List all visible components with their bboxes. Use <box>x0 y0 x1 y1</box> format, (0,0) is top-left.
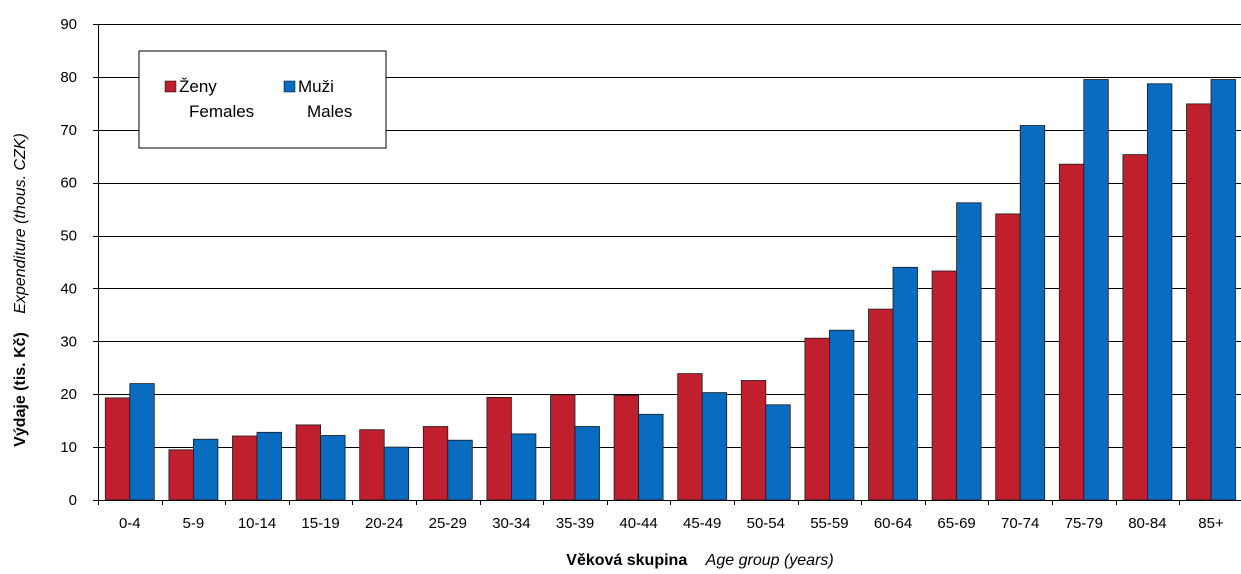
bar-females-50-54 <box>740 380 767 501</box>
x-axis-title-italic: Age group (years) <box>705 552 834 569</box>
bar-females-5-9 <box>168 449 194 501</box>
bar-males-75-79 <box>1083 79 1109 501</box>
bar-males-85+ <box>1210 79 1236 501</box>
y-tick-label: 20 <box>60 386 77 403</box>
legend-box <box>138 50 387 149</box>
y-tick-label: 70 <box>60 122 77 139</box>
x-tick-label: 55-59 <box>810 515 848 532</box>
x-tick-label: 35-39 <box>556 515 594 532</box>
y-tick-label: 0 <box>69 492 77 509</box>
bar-males-70-74 <box>1019 125 1046 501</box>
bar-males-45-49 <box>701 392 728 501</box>
bar-females-60-64 <box>868 308 894 501</box>
y-tick-label: 80 <box>60 69 77 86</box>
bar-females-45-49 <box>677 373 703 501</box>
bar-females-65-69 <box>931 270 957 501</box>
bar-females-30-34 <box>486 396 512 501</box>
bar-males-25-29 <box>447 439 473 501</box>
x-tick-labels: 0-4 5-9 10-14 15-19 20-24 25-29 30-34 35-39 40-4… <box>119 515 1224 532</box>
y-tick-label: 50 <box>60 228 77 245</box>
y-tick-label: 90 <box>60 16 77 33</box>
x-tick-label: 30-34 <box>492 515 530 532</box>
y-axis-title-italic: Expenditure (thous. CZK) <box>12 133 29 314</box>
x-tick-label: 65-69 <box>937 515 975 532</box>
legend: Ženy Females Muži Males <box>138 50 387 149</box>
bar-females-75-79 <box>1058 163 1085 501</box>
legend-swatch-males <box>283 80 296 93</box>
x-tick-label: 50-54 <box>747 515 785 532</box>
y-tick-label: 60 <box>60 175 77 192</box>
bar-males-35-39 <box>574 426 600 501</box>
x-tick-label: 85+ <box>1198 515 1224 532</box>
bar-females-85+ <box>1186 103 1212 501</box>
bar-males-20-24 <box>383 446 410 501</box>
y-axis-title-bold: Výdaje (tis. Kč) <box>12 332 29 447</box>
x-axis-title: Věková skupina Age group (years) <box>566 552 833 569</box>
bar-males-10-14 <box>256 431 282 501</box>
bar-males-40-44 <box>638 413 664 501</box>
bar-males-0-4 <box>129 383 155 501</box>
bar-females-15-19 <box>295 424 322 501</box>
x-tick-label: 45-49 <box>683 515 721 532</box>
bar-females-40-44 <box>613 394 639 501</box>
legend-label-males-en: Males <box>307 102 352 121</box>
x-tick-label: 75-79 <box>1065 515 1103 532</box>
x-tick-label: 15-19 <box>301 515 339 532</box>
x-tick-label: 25-29 <box>429 515 467 532</box>
y-tick-labels: 0 10 20 30 40 50 60 70 80 90 <box>60 16 77 509</box>
bar-females-35-39 <box>550 394 576 501</box>
bar-females-0-4 <box>104 397 131 501</box>
bar-males-80-84 <box>1147 83 1173 501</box>
bar-females-70-74 <box>995 213 1021 501</box>
x-tick-label: 80-84 <box>1128 515 1166 532</box>
bars <box>104 79 1236 501</box>
legend-label-females-en: Females <box>189 102 254 121</box>
x-tick-label: 10-14 <box>238 515 276 532</box>
y-axis-title: Výdaje (tis. Kč) Expenditure (thous. CZK… <box>12 133 29 447</box>
y-tick-label: 30 <box>60 333 77 350</box>
bar-males-50-54 <box>765 404 791 501</box>
bar-males-15-19 <box>320 435 346 501</box>
bar-females-55-59 <box>804 337 830 501</box>
x-tick-label: 5-9 <box>183 515 205 532</box>
axes <box>93 24 1241 505</box>
bar-males-55-59 <box>829 329 855 501</box>
legend-label-males-cz: Muži <box>298 77 334 96</box>
bar-males-60-64 <box>892 266 918 501</box>
y-tick-label: 40 <box>60 280 77 297</box>
legend-swatch-females <box>164 80 177 93</box>
bar-females-10-14 <box>232 435 258 501</box>
bar-males-65-69 <box>956 202 982 501</box>
legend-label-females-cz: Ženy <box>179 77 217 96</box>
bar-males-5-9 <box>192 438 219 501</box>
y-tick-label: 10 <box>60 439 77 456</box>
x-tick-label: 60-64 <box>874 515 912 532</box>
bar-males-30-34 <box>510 433 537 501</box>
bar-females-20-24 <box>359 429 385 501</box>
x-tick-label: 70-74 <box>1001 515 1039 532</box>
x-tick-label: 20-24 <box>365 515 403 532</box>
bar-females-25-29 <box>422 426 449 501</box>
bar-females-80-84 <box>1122 154 1148 501</box>
x-tick-label: 0-4 <box>119 515 141 532</box>
x-tick-label: 40-44 <box>619 515 657 532</box>
x-axis-title-bold: Věková skupina <box>566 552 687 569</box>
